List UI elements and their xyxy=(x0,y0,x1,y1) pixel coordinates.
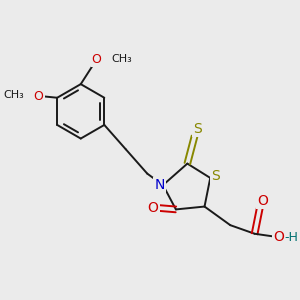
Text: S: S xyxy=(194,122,202,136)
Text: O: O xyxy=(34,90,44,103)
Text: S: S xyxy=(212,169,220,184)
Text: -H: -H xyxy=(285,231,298,244)
Text: O: O xyxy=(148,201,158,215)
Text: N: N xyxy=(154,178,165,192)
Text: CH₃: CH₃ xyxy=(3,91,24,100)
Text: O: O xyxy=(273,230,284,244)
Text: O: O xyxy=(92,53,101,66)
Text: O: O xyxy=(257,194,268,208)
Text: CH₃: CH₃ xyxy=(111,54,132,64)
